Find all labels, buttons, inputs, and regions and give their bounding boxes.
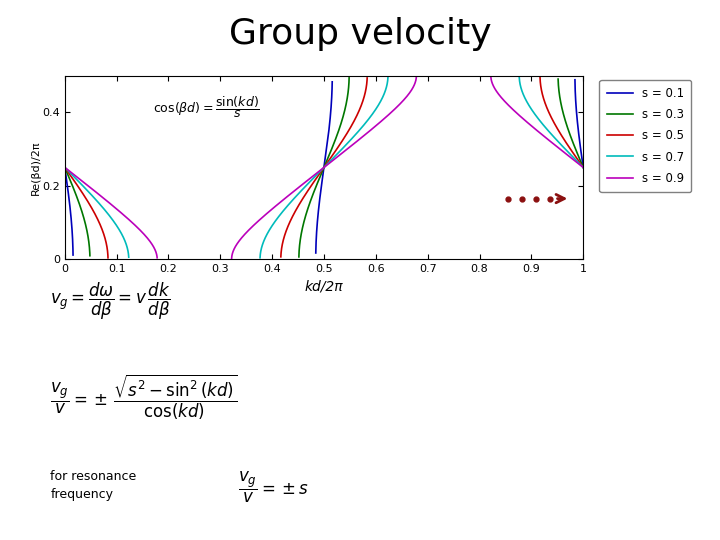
s = 0.7 (91, 197, 100, 203)
s = 0.7 (60, 164, 69, 171)
Y-axis label: Re(βd)/2π: Re(βd)/2π (31, 140, 41, 194)
Text: for resonance
frequency: for resonance frequency (50, 470, 137, 501)
s = 0.9 (314, 168, 323, 175)
s = 0.3 (579, 164, 588, 171)
Line: s = 0.3: s = 0.3 (65, 78, 583, 257)
s = 0.3 (314, 178, 323, 184)
Legend: s = 0.1, s = 0.3, s = 0.5, s = 0.7, s = 0.9: s = 0.1, s = 0.3, s = 0.5, s = 0.7, s = … (600, 80, 691, 192)
s = 0.3 (63, 170, 71, 176)
s = 0.5 (82, 195, 91, 202)
Line: s = 0.9: s = 0.9 (65, 77, 583, 258)
Line: s = 0.1: s = 0.1 (65, 80, 583, 255)
s = 0.5 (63, 167, 71, 174)
s = 0.1 (63, 181, 71, 187)
s = 0.7 (82, 186, 91, 193)
Text: Group velocity: Group velocity (229, 17, 491, 51)
Text: $v_g = \dfrac{d\omega}{d\beta} = v\,\dfrac{dk}{d\beta}$: $v_g = \dfrac{d\omega}{d\beta} = v\,\dfr… (50, 281, 171, 322)
s = 0.1 (60, 164, 69, 171)
Text: $\dfrac{v_g}{v} = \pm\,\dfrac{\sqrt{s^2 - \sin^2(kd)}}{\cos(kd)}$: $\dfrac{v_g}{v} = \pm\,\dfrac{\sqrt{s^2 … (50, 373, 238, 422)
Line: s = 0.5: s = 0.5 (65, 77, 583, 258)
s = 0.3 (82, 224, 91, 231)
s = 0.7 (63, 166, 71, 173)
s = 0.9 (552, 143, 560, 149)
s = 0.9 (579, 164, 588, 171)
s = 0.9 (91, 188, 100, 195)
s = 0.9 (82, 181, 91, 187)
X-axis label: kd/2π: kd/2π (305, 280, 343, 294)
Text: $\cos(\beta d) = \dfrac{\sin(kd)}{s}$: $\cos(\beta d) = \dfrac{\sin(kd)}{s}$ (153, 94, 260, 120)
s = 0.9 (60, 164, 69, 171)
s = 0.3 (60, 164, 69, 171)
s = 0.5 (314, 172, 323, 179)
s = 0.1 (314, 209, 323, 215)
s = 0.5 (91, 212, 100, 219)
s = 0.5 (579, 164, 588, 171)
s = 0.5 (552, 123, 560, 129)
s = 0.7 (552, 136, 560, 143)
s = 0.5 (60, 164, 69, 171)
s = 0.9 (63, 166, 71, 172)
Line: s = 0.7: s = 0.7 (65, 77, 583, 258)
Text: $\dfrac{v_g}{v} = \pm s$: $\dfrac{v_g}{v} = \pm s$ (238, 470, 309, 505)
s = 0.7 (579, 164, 588, 171)
s = 0.1 (579, 164, 588, 171)
s = 0.7 (314, 170, 323, 177)
